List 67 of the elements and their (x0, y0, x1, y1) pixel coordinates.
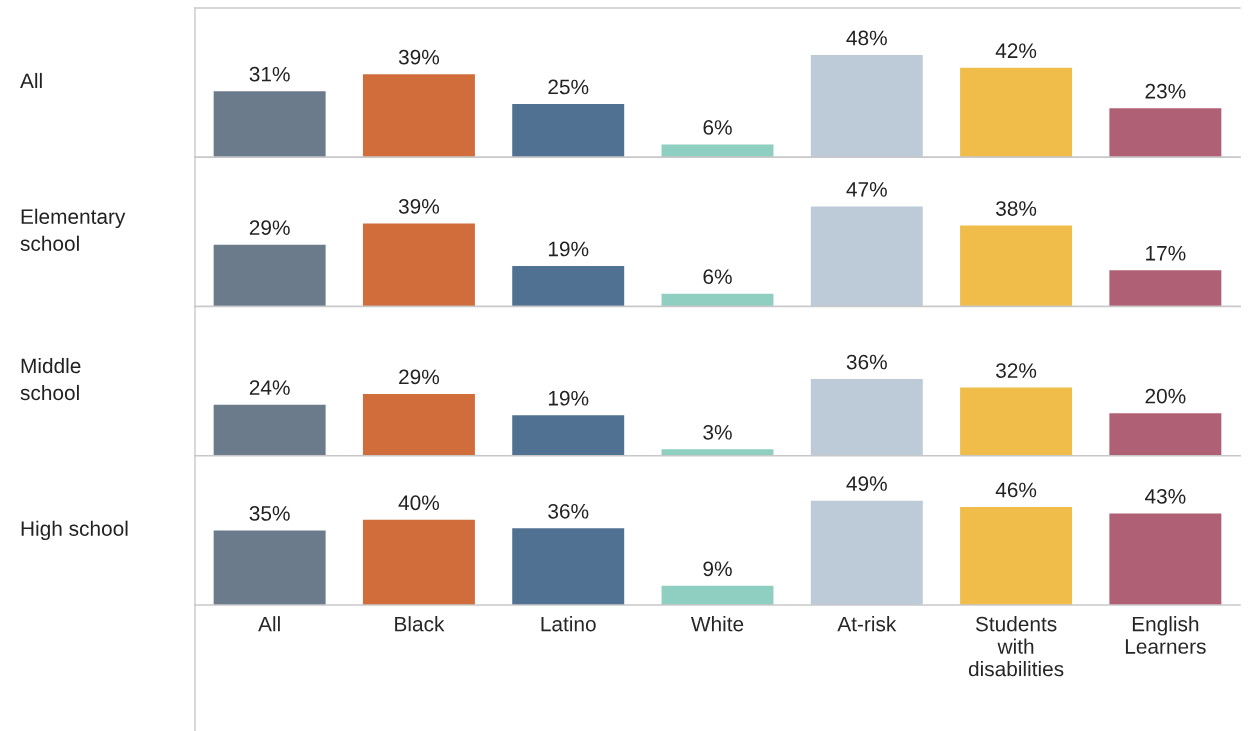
bar (213, 404, 326, 456)
y-axis-title: High school (21, 520, 128, 541)
bar (1109, 413, 1222, 456)
bar (810, 206, 923, 307)
data-label: 17% (1146, 245, 1186, 261)
data-label: 36% (846, 354, 887, 370)
data-label: 20% (1145, 388, 1186, 404)
bar (213, 91, 326, 158)
y-axis-title: All (20, 72, 42, 89)
bar (213, 244, 326, 307)
x-tick-label: Black (395, 616, 445, 632)
data-label: 39% (398, 199, 440, 214)
bar (362, 74, 475, 158)
bar (810, 379, 923, 456)
bar (661, 144, 774, 158)
data-label: 49% (846, 476, 887, 491)
x-tick-label: English Learners (1125, 616, 1206, 654)
data-label: 29% (249, 220, 290, 236)
x-tick-label: White (690, 616, 744, 632)
bar (810, 55, 923, 158)
data-label: 31% (249, 66, 290, 82)
y-axis-title: Elementary school (20, 208, 126, 251)
data-label: 46% (995, 482, 1037, 498)
bar (810, 500, 923, 605)
data-label: 35% (249, 506, 290, 521)
bar (362, 519, 475, 605)
data-label: 3% (703, 424, 732, 440)
bar (960, 225, 1073, 307)
data-label: 36% (548, 503, 589, 519)
bar (512, 266, 625, 307)
bar (512, 528, 625, 605)
bar (960, 67, 1073, 158)
x-tick-label: All (258, 616, 280, 632)
data-label: 42% (995, 43, 1037, 59)
x-tick-label: At-risk (837, 616, 897, 632)
data-label: 19% (548, 241, 589, 257)
bar (661, 585, 774, 605)
bar (1109, 108, 1222, 158)
bar (960, 507, 1073, 605)
data-label: 9% (703, 561, 732, 577)
data-label: 43% (1144, 488, 1186, 504)
bar (661, 449, 774, 456)
bar (362, 393, 475, 456)
data-label: 19% (548, 390, 589, 406)
data-label: 6% (703, 269, 732, 285)
data-label: 39% (398, 49, 440, 65)
bar (512, 104, 625, 158)
bar (362, 223, 475, 307)
x-tick-label: Students with disabilities (968, 616, 1064, 677)
y-axis-title: Middle school (20, 357, 81, 401)
data-label: 48% (846, 30, 887, 46)
data-label: 24% (249, 380, 290, 395)
data-label: 25% (548, 79, 589, 95)
data-label: 32% (996, 363, 1037, 378)
bar (1109, 513, 1222, 605)
x-tick-label: Latino (541, 616, 596, 632)
bar (1109, 270, 1222, 307)
data-label: 47% (846, 182, 887, 197)
bar (213, 530, 326, 605)
data-label: 38% (996, 201, 1037, 216)
data-label: 6% (703, 120, 732, 135)
bar (512, 415, 625, 456)
bar (661, 293, 774, 307)
data-label: 23% (1145, 83, 1186, 99)
data-label: 40% (398, 495, 440, 511)
data-label: 29% (399, 369, 440, 385)
bar (960, 387, 1073, 456)
